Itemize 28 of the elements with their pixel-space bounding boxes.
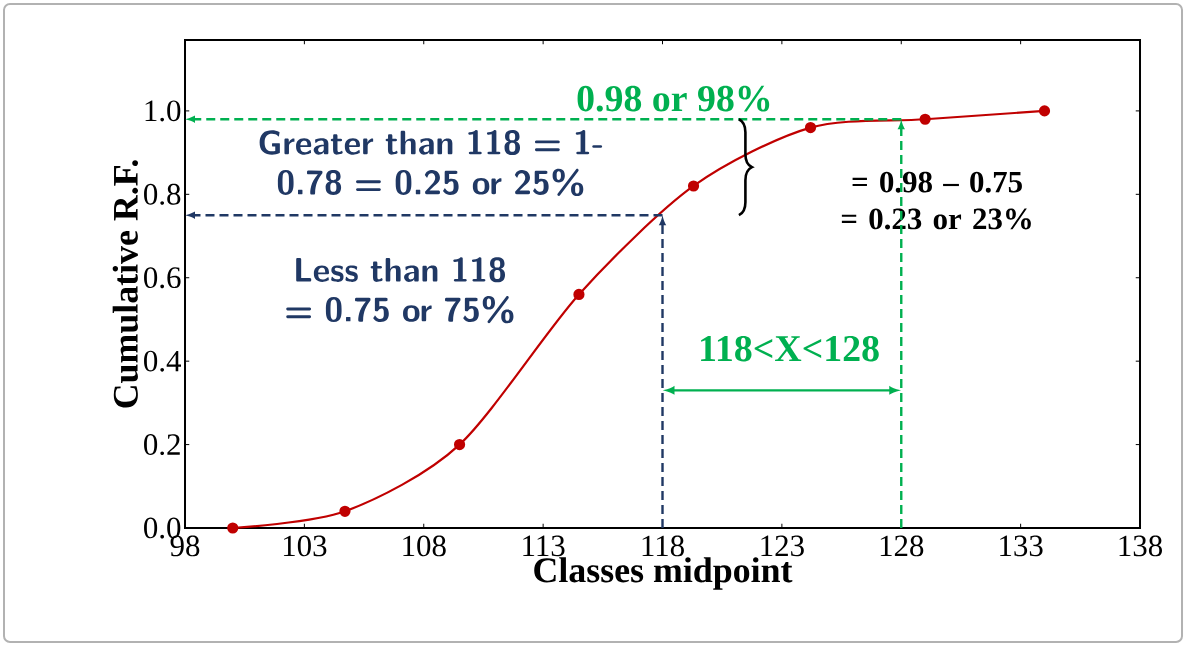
y-axis-title: Cumulative R.F.: [112, 160, 139, 408]
x-tick-label: 118: [642, 535, 684, 557]
point: [1038, 105, 1051, 117]
x-tick-label: 113: [523, 535, 565, 557]
point: [804, 121, 817, 134]
x-tick-label: 123: [761, 535, 804, 557]
annotation: = 0.98 – 0.75 = 0.23 or 23%: [841, 171, 1031, 230]
point: [339, 505, 351, 517]
annotation: Greater than 118 = 1- 0.78 = 0.25 or 25%: [259, 130, 603, 197]
x-tick-label: 138: [1119, 535, 1162, 557]
y-tick-label: 0.2: [144, 434, 180, 456]
annotation: Less than 118 = 0.75 or 75%: [286, 257, 514, 324]
x-tick-label: 133: [1000, 535, 1043, 557]
ref-line-label: 0.98 or 98%: [577, 85, 770, 112]
point: [573, 288, 585, 301]
x-tick-label: 128: [880, 535, 924, 557]
y-tick-label: 1.0: [145, 100, 181, 122]
y-tick-label: 0.8: [144, 183, 181, 205]
x-tick-label: 103: [283, 535, 327, 557]
point: [227, 522, 239, 534]
x-tick-label: 108: [403, 535, 446, 557]
point: [453, 438, 466, 451]
y-tick-label: 0.4: [144, 350, 182, 372]
annotation: 118<X<128: [701, 335, 879, 362]
point: [919, 113, 931, 125]
x-axis-title: Classes midpoint: [534, 557, 793, 590]
point: [687, 180, 700, 192]
y-tick-label: 0.6: [144, 267, 181, 289]
